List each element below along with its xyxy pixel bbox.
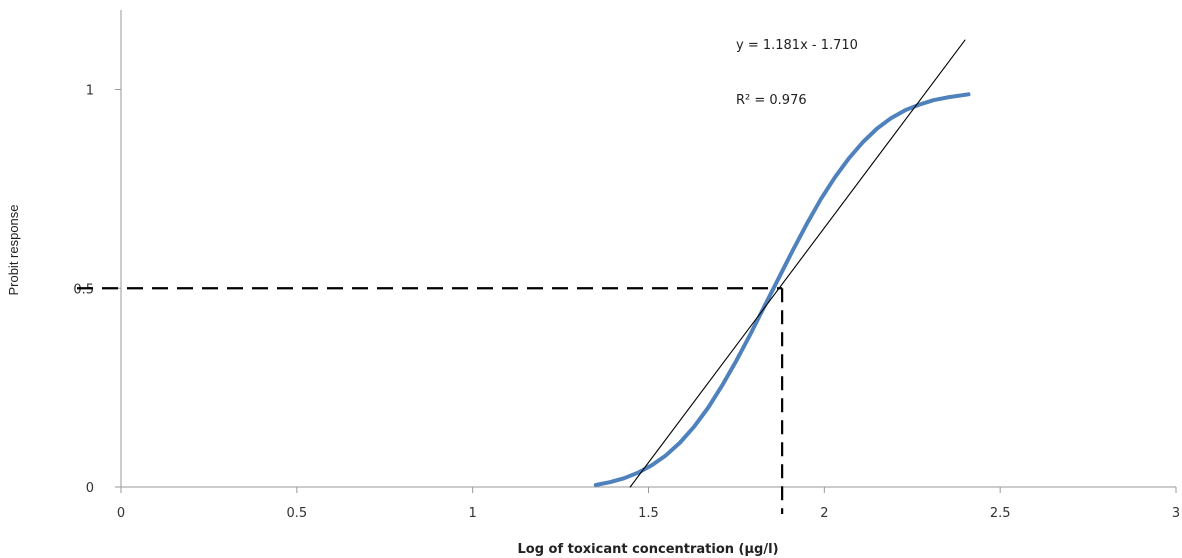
y-axis-label: Probit response xyxy=(6,204,21,295)
x-tick-label: 1.5 xyxy=(638,506,659,521)
r-squared-label: R² = 0.976 xyxy=(736,93,807,108)
y-tick-label: 0.5 xyxy=(73,282,94,297)
tick-labels: 0 0.5 1 1.5 2 2.5 3 0 0.5 1 xyxy=(73,84,1180,522)
trendline-equation: y = 1.181x - 1.710 xyxy=(736,38,858,53)
y-tick-label: 1 xyxy=(86,84,94,99)
x-tick-label: 1 xyxy=(469,506,477,521)
x-tick-label: 0 xyxy=(117,506,125,521)
x-tick-label: 0.5 xyxy=(286,506,307,521)
x-tick-label: 2.5 xyxy=(990,506,1011,521)
reference-lines xyxy=(77,287,784,514)
y-tick-label: 0 xyxy=(86,481,94,496)
x-axis-label: Log of toxicant concentration (µg/l) xyxy=(517,542,778,557)
x-tick-label: 3 xyxy=(1172,506,1180,521)
x-tick-label: 2 xyxy=(820,506,828,521)
series-line-trendline xyxy=(629,39,966,488)
axes xyxy=(115,10,1177,493)
series-group xyxy=(593,39,971,488)
series-line-observed xyxy=(593,92,971,487)
